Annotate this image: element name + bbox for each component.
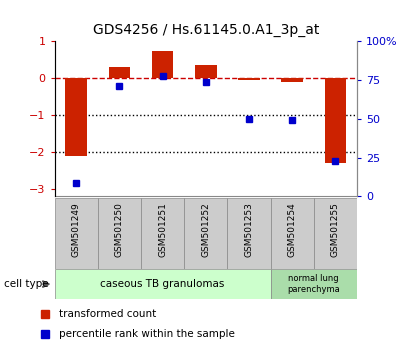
Bar <box>270 198 314 269</box>
Bar <box>141 198 184 269</box>
Text: normal lung
parenchyma: normal lung parenchyma <box>287 274 340 294</box>
Bar <box>325 78 346 163</box>
Text: cell type: cell type <box>4 279 49 289</box>
Bar <box>281 78 303 81</box>
Bar <box>238 78 260 80</box>
Bar <box>55 198 98 269</box>
Bar <box>195 65 217 78</box>
Text: GSM501255: GSM501255 <box>331 202 340 257</box>
Bar <box>227 198 270 269</box>
Bar <box>152 51 173 78</box>
Text: GSM501253: GSM501253 <box>244 202 254 257</box>
Text: GSM501252: GSM501252 <box>201 202 210 257</box>
Text: percentile rank within the sample: percentile rank within the sample <box>60 329 235 339</box>
Bar <box>109 67 130 78</box>
Bar <box>98 198 141 269</box>
Bar <box>184 198 227 269</box>
Text: GSM501254: GSM501254 <box>288 202 297 257</box>
Bar <box>55 269 270 299</box>
Text: GSM501251: GSM501251 <box>158 202 167 257</box>
Text: caseous TB granulomas: caseous TB granulomas <box>100 279 225 289</box>
Text: GSM501249: GSM501249 <box>72 202 81 257</box>
Bar <box>66 78 87 156</box>
Text: transformed count: transformed count <box>60 309 157 319</box>
Bar <box>314 198 357 269</box>
Bar <box>270 269 357 299</box>
Title: GDS4256 / Hs.61145.0.A1_3p_at: GDS4256 / Hs.61145.0.A1_3p_at <box>93 23 319 37</box>
Text: GSM501250: GSM501250 <box>115 202 124 257</box>
